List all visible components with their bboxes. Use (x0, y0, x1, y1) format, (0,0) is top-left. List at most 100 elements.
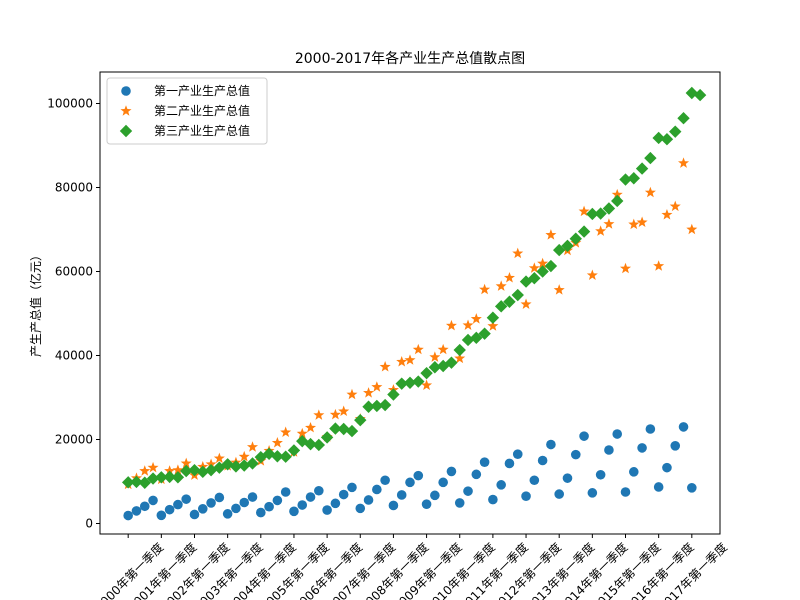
data-point (181, 494, 192, 504)
data-point (520, 298, 532, 309)
data-point (579, 431, 589, 441)
data-point (529, 475, 540, 486)
data-point (652, 131, 665, 145)
data-point (396, 490, 407, 500)
data-point (488, 494, 498, 505)
y-axis-label: 产生产总值（亿元） (28, 249, 43, 357)
data-point (354, 413, 367, 427)
data-point (271, 450, 284, 463)
data-point (570, 449, 581, 460)
data-point (628, 467, 639, 477)
data-point (329, 422, 342, 435)
data-point (486, 311, 500, 324)
data-point (213, 452, 225, 464)
legend-label: 第一产业生产总值 (154, 83, 250, 98)
data-point (670, 441, 681, 451)
data-point (586, 269, 598, 280)
data-point (470, 331, 483, 345)
data-point (156, 510, 167, 521)
data-point (405, 477, 415, 488)
series-1-points (123, 422, 697, 521)
data-point (512, 449, 523, 460)
data-point (561, 239, 574, 253)
legend-marker (121, 86, 131, 96)
data-point (279, 450, 292, 463)
data-point (669, 200, 681, 212)
data-point (479, 283, 491, 295)
data-point (247, 441, 259, 452)
data-point (504, 458, 515, 469)
data-point (577, 225, 591, 238)
data-point (685, 86, 699, 100)
data-point (314, 485, 324, 496)
data-point (355, 503, 366, 514)
data-point (421, 379, 433, 391)
data-point (562, 473, 573, 483)
chart-title: 2000-2017年各产业生产总值散点图 (295, 51, 525, 67)
data-point (537, 257, 549, 269)
data-point (305, 492, 316, 502)
x-axis-ticks: 2000年第一季度2001年第一季度2002年第一季度2003年第一季度2004… (92, 534, 730, 600)
data-point (387, 388, 400, 401)
data-point (371, 381, 383, 392)
data-point (586, 207, 599, 221)
data-point (378, 398, 392, 412)
data-point (446, 466, 457, 477)
data-point (146, 472, 160, 485)
data-point (172, 464, 184, 475)
data-point (171, 471, 185, 484)
plot-area-frame (99, 71, 721, 535)
data-point (635, 162, 649, 175)
legend-box (106, 77, 268, 145)
data-point (437, 343, 449, 355)
data-point (537, 455, 548, 466)
data-point (272, 495, 283, 506)
data-point (338, 489, 349, 500)
data-point (686, 223, 698, 235)
data-point (661, 209, 673, 220)
data-point (123, 510, 133, 521)
data-point (163, 470, 176, 484)
y-tick-label: 40000 (55, 349, 93, 363)
data-point (693, 88, 707, 102)
data-point (138, 476, 151, 489)
data-point (454, 352, 466, 364)
data-point (131, 506, 142, 516)
data-point (421, 499, 432, 509)
data-point (346, 388, 358, 400)
data-point (420, 366, 433, 380)
y-axis-ticks: 0 20000 40000 60000 80000 100000 (47, 97, 100, 531)
data-point (380, 475, 390, 486)
data-point (479, 457, 490, 467)
legend-marker (120, 105, 132, 116)
data-point (413, 470, 424, 481)
y-tick-label: 0 (85, 517, 93, 531)
data-point (602, 202, 616, 215)
data-point (130, 475, 143, 489)
data-point (611, 194, 624, 208)
data-point (379, 361, 391, 372)
data-point (604, 445, 614, 455)
data-point (620, 487, 631, 497)
data-point (239, 497, 250, 508)
data-point (372, 484, 382, 495)
data-point (347, 482, 357, 493)
series-3-points (121, 86, 707, 489)
data-point (462, 319, 474, 330)
data-point (545, 229, 557, 240)
data-point (595, 225, 607, 236)
data-point (214, 492, 225, 503)
data-point (428, 361, 442, 374)
data-point (204, 463, 218, 477)
data-point (430, 490, 440, 501)
data-point (164, 504, 175, 515)
data-point (628, 218, 640, 230)
data-point (362, 400, 375, 413)
data-point (554, 489, 564, 499)
data-point (528, 262, 540, 273)
data-point (619, 173, 632, 186)
data-point (304, 437, 317, 451)
data-point (312, 438, 326, 452)
